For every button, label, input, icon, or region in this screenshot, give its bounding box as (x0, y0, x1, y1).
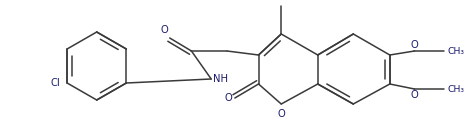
Text: NH: NH (213, 74, 228, 84)
Text: O: O (277, 109, 285, 119)
Text: O: O (224, 93, 232, 103)
Text: CH₃: CH₃ (447, 84, 464, 94)
Text: O: O (160, 25, 168, 35)
Text: O: O (410, 90, 418, 100)
Text: Cl: Cl (50, 78, 60, 88)
Text: O: O (410, 40, 418, 50)
Text: CH₃: CH₃ (447, 47, 464, 56)
